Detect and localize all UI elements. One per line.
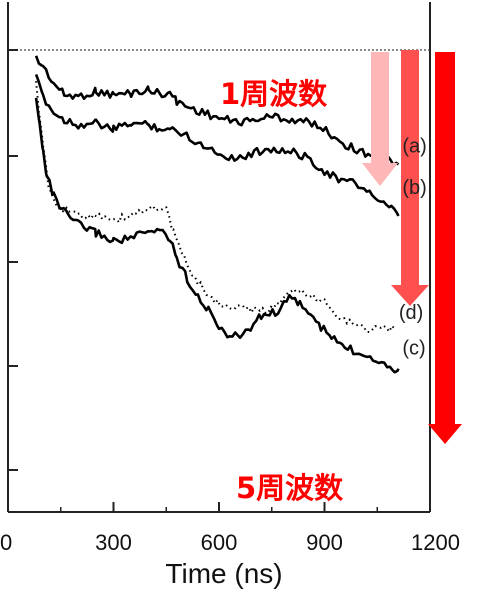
annotation-1-frequency: 1周波数 xyxy=(220,77,328,111)
x-tick-label: 600 xyxy=(201,530,238,555)
x-tick-label: 300 xyxy=(95,530,132,555)
x-tick-label: 900 xyxy=(306,530,343,555)
y-axis-ticks xyxy=(8,49,18,471)
x-axis-title: Time (ns) xyxy=(165,558,282,589)
arrow-bright-red xyxy=(428,52,462,444)
series-label-d: (d) xyxy=(399,302,423,324)
series-label-c: (c) xyxy=(402,338,425,360)
series-line-c xyxy=(34,97,400,374)
series-line-a xyxy=(34,55,400,167)
arrow-light-pink xyxy=(362,52,398,186)
x-axis-ticks xyxy=(7,502,431,512)
series-label-a: (a) xyxy=(402,136,426,158)
series-layer xyxy=(34,55,400,374)
arrow-medium-red xyxy=(391,50,429,306)
annotation-5-frequency: 5周波数 xyxy=(236,471,344,505)
series-label-b: (b) xyxy=(402,177,426,199)
x-tick-label: 1200 xyxy=(411,530,460,555)
plot-frame xyxy=(7,2,431,513)
x-tick-label: 0 xyxy=(0,530,12,555)
x-axis-tick-labels: 0 300 600 900 1200 xyxy=(0,530,460,555)
arrow-layer xyxy=(362,50,462,444)
series-labels: (a) (b) (c) (d) xyxy=(399,136,427,360)
series-line-b xyxy=(34,73,400,217)
series-line-d xyxy=(35,81,396,334)
